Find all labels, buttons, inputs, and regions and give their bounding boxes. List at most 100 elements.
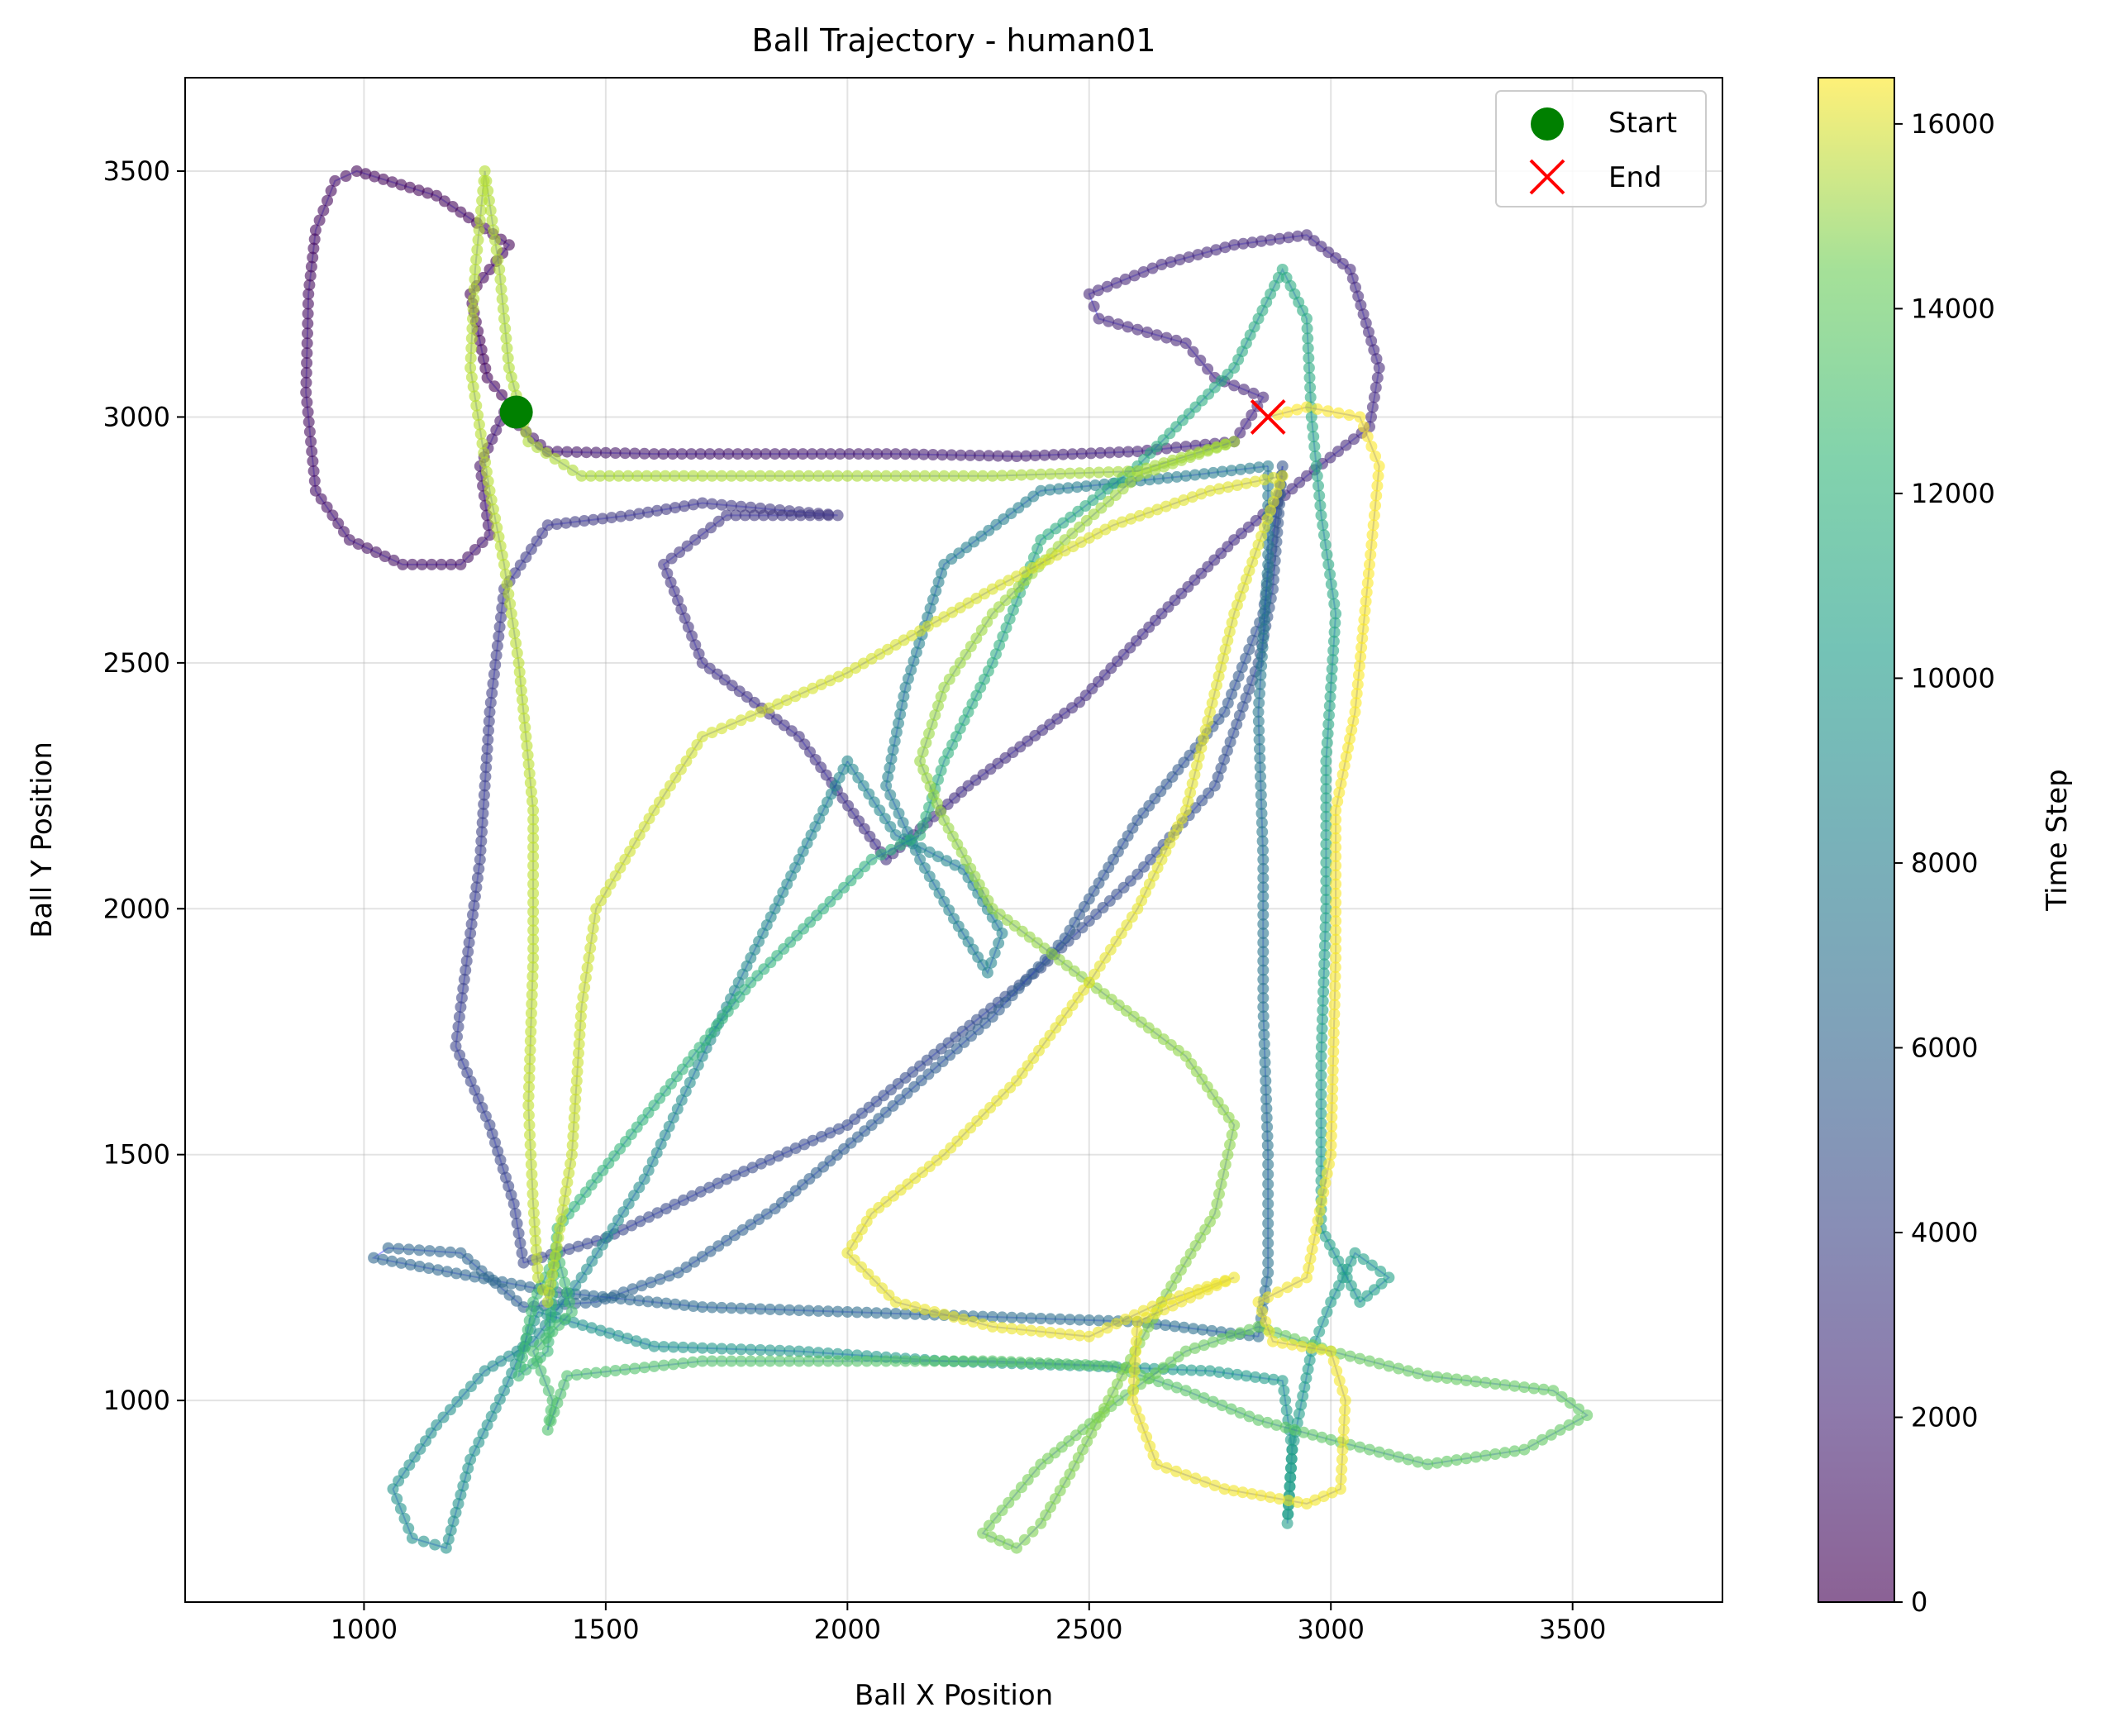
trajectory-point — [1262, 1257, 1274, 1269]
trajectory-point — [527, 1198, 540, 1210]
trajectory-point — [1320, 894, 1332, 906]
trajectory-point — [1383, 1448, 1395, 1461]
trajectory-point — [505, 371, 517, 384]
trajectory-point — [688, 1068, 700, 1080]
trajectory-point — [1260, 1075, 1272, 1087]
colorbar-tick-label: 12000 — [1911, 478, 1995, 509]
trajectory-point — [1302, 332, 1314, 345]
colorbar-tick-label: 2000 — [1911, 1401, 1978, 1433]
trajectory-point — [377, 173, 389, 185]
trajectory-point — [1285, 1462, 1297, 1474]
trajectory-line — [523, 465, 1284, 1309]
trajectory-point — [722, 448, 735, 460]
trajectory-point — [716, 1355, 728, 1367]
trajectory-point — [500, 332, 512, 345]
trajectory-point — [1228, 239, 1241, 251]
trajectory-point — [1131, 1325, 1143, 1338]
trajectory-point — [1330, 841, 1342, 853]
trajectory-point — [774, 1355, 786, 1367]
trajectory-point — [880, 470, 893, 482]
trajectory-point — [1020, 450, 1032, 462]
trajectory-point — [526, 961, 539, 973]
trajectory-point — [1326, 1102, 1338, 1114]
trajectory-point — [1187, 346, 1199, 358]
trajectory-point — [755, 1344, 766, 1356]
trajectory-point — [1228, 1271, 1241, 1284]
trajectory-point — [497, 1162, 509, 1175]
trajectory-point — [957, 470, 970, 482]
trajectory-point — [860, 470, 873, 482]
trajectory-point — [985, 956, 998, 969]
trajectory-point — [910, 646, 922, 659]
trajectory-point — [561, 446, 574, 458]
trajectory-point — [1133, 509, 1146, 522]
trajectory-point — [397, 558, 409, 570]
trajectory-point — [760, 448, 772, 460]
trajectory-point — [841, 1355, 854, 1367]
trajectory-point — [663, 1270, 675, 1282]
trajectory-point — [1144, 1440, 1156, 1452]
trajectory-point — [1317, 967, 1330, 980]
trajectory-point — [622, 470, 634, 482]
trajectory-point — [1006, 1311, 1018, 1323]
trajectory-point — [487, 1274, 499, 1286]
y-tick-label: 3500 — [103, 155, 170, 187]
trajectory-point — [1031, 542, 1044, 555]
colorbar-tick-label: 6000 — [1911, 1032, 1978, 1063]
trajectory-point — [899, 1299, 912, 1311]
trajectory-point — [1342, 742, 1354, 754]
trajectory-point — [1320, 912, 1332, 924]
trajectory-point — [1331, 1365, 1343, 1377]
trajectory-point — [307, 242, 320, 255]
trajectory-point — [502, 1376, 514, 1388]
trajectory-point — [889, 735, 901, 747]
trajectory-point — [1231, 479, 1243, 491]
trajectory-point — [764, 1344, 776, 1357]
trajectory-point — [476, 437, 488, 450]
trajectory-point — [1316, 1032, 1328, 1044]
trajectory-point — [1054, 1328, 1066, 1340]
trajectory-point — [555, 1213, 568, 1225]
trajectory-point — [641, 470, 653, 482]
trajectory-point — [1267, 1335, 1279, 1347]
trajectory-point — [706, 1343, 718, 1355]
trajectory-point — [965, 641, 977, 652]
trajectory-point — [1260, 1315, 1272, 1328]
trajectory-point — [1185, 1364, 1198, 1376]
trajectory-point — [793, 470, 805, 482]
trajectory-point — [470, 254, 483, 266]
trajectory-point — [1208, 688, 1221, 700]
trajectory-point — [1155, 259, 1168, 270]
trajectory-point — [745, 1303, 757, 1315]
trajectory-point — [505, 1277, 517, 1290]
trajectory-point — [1189, 1388, 1201, 1400]
trajectory-point — [574, 1028, 586, 1041]
trajectory-point — [922, 611, 934, 623]
trajectory-point — [617, 1223, 629, 1236]
trajectory-point — [703, 1181, 716, 1194]
trajectory-point — [1320, 903, 1332, 915]
trajectory-point — [1354, 1441, 1366, 1453]
trajectory-point — [1370, 381, 1382, 393]
trajectory-point — [485, 494, 498, 506]
trajectory-point — [525, 1026, 537, 1037]
trajectory-point — [1309, 451, 1322, 462]
trajectory-point — [843, 448, 855, 460]
trajectory-point — [1213, 483, 1225, 495]
trajectory-point — [1303, 371, 1316, 384]
trajectory-point — [1079, 1359, 1092, 1371]
trajectory-point — [1133, 1413, 1146, 1425]
trajectory-point — [615, 1293, 627, 1305]
trajectory-point — [1262, 549, 1274, 560]
trajectory-point — [508, 627, 521, 640]
trajectory-point — [996, 470, 1008, 482]
trajectory-point — [1226, 688, 1238, 700]
trajectory-point — [1356, 632, 1369, 645]
trajectory-point — [894, 708, 907, 720]
trajectory-point — [1355, 641, 1368, 654]
trajectory-point — [996, 1356, 1008, 1367]
trajectory-point — [457, 1058, 469, 1070]
trajectory-point — [1320, 801, 1332, 813]
trajectory-point — [1260, 1093, 1272, 1105]
trajectory-point — [725, 1302, 737, 1314]
